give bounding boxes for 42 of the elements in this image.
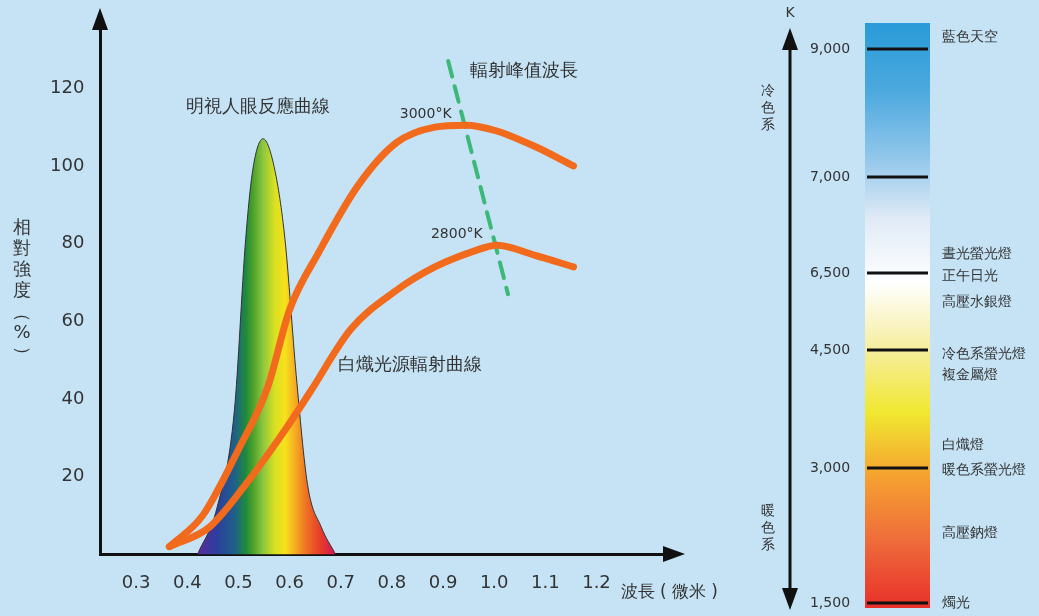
text: 暖色系螢光燈 [942,460,1026,477]
text: 燭光 [942,593,970,610]
annotation: 白熾光源輻射曲線 [337,353,482,375]
y-axis-title: 相對強度（%） [13,216,35,364]
text: 暖色系 [761,501,775,552]
series-label: 輻射峰值波長 [470,58,579,80]
y-tick-label: 80 [61,231,85,253]
x-axis-title: 波長 ( 微米 ) [620,580,718,601]
x-tick-label: 0.3 [121,570,151,592]
category-label: 9,000 [809,39,851,56]
text: 複金屬燈 [942,365,998,382]
category-label: 4,500 [809,340,851,357]
category-label: 6,500 [809,263,851,280]
text: 晝光螢光燈 [942,244,1012,261]
x-tick-label: 0.5 [224,570,253,592]
y-tick-label: 20 [61,464,85,486]
x-tick-label: 1.2 [582,570,611,592]
x-tick-label: 1.0 [479,570,509,592]
series-label: 3000°K [399,104,453,121]
y-tick-label: 120 [50,75,85,97]
series-label: 明視人眼反應曲線 [186,95,331,117]
x-tick-label: 0.4 [172,570,202,592]
y-tick-label: 60 [61,309,85,331]
y-tick-label: 100 [50,153,85,175]
series-label: 2800°K [430,224,484,241]
y-tick-label: 40 [61,386,85,408]
text: 冷色系螢光燈 [942,344,1026,361]
x-tick-label: 1.1 [531,570,560,592]
x-tick-label: 0.6 [275,570,304,592]
text: 高壓鈉燈 [942,523,998,540]
category-label: 7,000 [809,167,851,184]
text: K [785,3,796,20]
category-label: 3,000 [809,458,851,475]
text: 高壓水銀燈 [942,292,1012,309]
x-tick-label: 0.9 [428,570,458,592]
text: 白熾燈 [942,435,984,452]
x-tick-label: 0.8 [377,570,407,592]
text: 冷色系 [761,81,775,132]
text: 藍色天空 [942,27,998,44]
text: 正午日光 [942,266,998,283]
x-tick-label: 0.7 [326,570,356,592]
category-label: 1,500 [809,593,851,610]
